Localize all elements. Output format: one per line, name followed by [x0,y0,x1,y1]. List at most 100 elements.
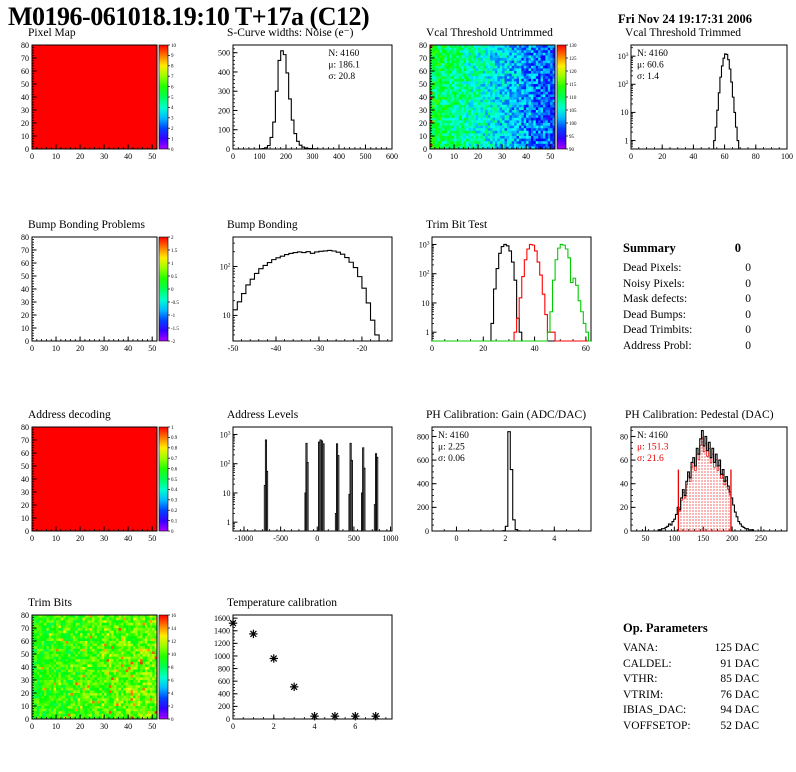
svg-text:300: 300 [218,87,230,96]
svg-text:30: 30 [21,298,29,307]
svg-text:-500: -500 [273,534,288,543]
svg-text:20: 20 [21,311,29,320]
svg-text:20: 20 [419,119,427,128]
svg-text:10: 10 [419,132,427,141]
summary-heading-label: Summary [623,241,676,255]
svg-text:0.3: 0.3 [171,499,178,504]
summary-heading: Summary 0 [623,241,741,256]
svg-text:1: 1 [171,137,174,142]
summary-row: Address Probl: 0 [623,339,751,355]
panel-vcal-untrimmed: Vcal Threshold Untrimmed 0 10 20 30 40 50 0 10 2… [400,27,599,163]
summary-row: Dead Pixels: 0 [623,261,751,277]
svg-text:95: 95 [569,135,575,140]
svg-text:10: 10 [21,324,29,333]
svg-text:102: 102 [220,262,231,271]
svg-text:60: 60 [582,344,590,353]
svg-text:50: 50 [546,152,554,161]
svg-text:40: 40 [124,344,132,353]
panel-title: Address decoding [28,409,111,421]
summary-row: Noisy Pixels: 0 [623,277,751,293]
svg-text:50: 50 [148,534,156,543]
svg-text:0: 0 [171,530,174,535]
op-parameter-row-label: VANA: [623,642,658,654]
svg-text:50: 50 [21,80,29,89]
svg-text:10: 10 [450,152,458,161]
svg-text:100: 100 [254,152,266,161]
svg-text:0.8: 0.8 [171,447,178,452]
svg-text:σ: 21.6: σ: 21.6 [637,454,664,464]
svg-text:200: 200 [280,152,292,161]
svg-text:100: 100 [668,534,680,543]
svg-text:60: 60 [620,456,628,465]
panel-title: Bump Bonding [227,219,298,231]
svg-text:0.7: 0.7 [171,457,178,462]
svg-text:4: 4 [552,534,556,543]
op-parameter-row: VOFFSETOP: 52 DAC [623,719,759,735]
summary-heading-value: 0 [734,241,741,255]
svg-text:40: 40 [124,534,132,543]
svg-text:70: 70 [21,54,29,63]
op-parameter-row-value: 85 DAC [720,673,759,685]
svg-text:100: 100 [569,122,577,127]
svg-text:0: 0 [629,152,633,161]
svg-text:30: 30 [498,152,506,161]
svg-text:0: 0 [30,344,34,353]
svg-text:0: 0 [430,344,434,353]
svg-text:40: 40 [419,93,427,102]
panel-bump-bonding: Bump Bonding -50 -40 -30 -20 10 102 [201,219,400,355]
scurve-noise-chart: 0 100 200 300 400 500 600 0 100 200 300 400 500 N: 41… [218,44,398,161]
address-levels-chart: -1000 -500 0 500 1000 1 10 102 103 [220,426,399,543]
svg-text:50: 50 [148,344,156,353]
svg-text:0.1: 0.1 [171,519,178,524]
svg-text:40: 40 [531,344,539,353]
svg-text:10: 10 [52,344,60,353]
panel-title: Temperature calibration [227,597,337,609]
svg-text:90: 90 [569,148,575,153]
svg-text:10: 10 [223,489,231,498]
svg-text:0.5: 0.5 [171,275,178,280]
panel-vcal-trimmed: Vcal Threshold Trimmed 0 20 40 60 80 100 1 10 10… [599,27,795,163]
svg-text:0: 0 [171,288,174,293]
panel-title: PH Calibration: Pedestal (DAC) [625,409,774,421]
op-parameter-row-value: 94 DAC [720,704,759,716]
summary-row-value: 0 [745,308,751,321]
svg-text:30: 30 [21,488,29,497]
panel-temperature-calibration: Temperature calibration 0 2 4 6 0 200 400 600 80… [201,597,400,733]
svg-text:-1000: -1000 [235,534,254,543]
summary-row-value: 0 [745,277,751,290]
op-parameter-row-label: IBIAS_DAC: [623,704,687,716]
summary-row-label: Mask defects: [623,293,688,305]
svg-text:σ: 20.8: σ: 20.8 [328,72,355,82]
svg-text:80: 80 [21,423,29,432]
summary-rows: Dead Pixels: 0 Noisy Pixels: 0 Mask defects:… [623,261,751,354]
svg-text:0: 0 [624,527,628,536]
svg-text:110: 110 [569,96,577,101]
svg-text:10: 10 [171,44,177,49]
vcal-untrimmed-chart: 0 10 20 30 40 50 0 10 20 30 40 50 60 70 80 90 95 100 105 11… [419,41,577,161]
svg-text:50: 50 [21,272,29,281]
page-title: M0196-061018.19:10 T+17a (C12) [8,2,370,31]
svg-text:0.2: 0.2 [171,509,178,514]
summary-row: Mask defects: 0 [623,292,751,308]
summary-row-value: 0 [745,262,751,274]
svg-text:50: 50 [641,534,649,543]
panel-title: Address Levels [227,409,299,421]
svg-text:60: 60 [721,152,729,161]
summary-row-label: Address Probl: [623,339,692,352]
panel-pixel-map: Pixel Map 0 10 20 30 40 50 0 10 20 30 40 50 60 70 80 0 1… [2,27,201,163]
svg-text:150: 150 [697,534,709,543]
svg-text:-30: -30 [314,344,325,353]
svg-text:μ: 186.1: μ: 186.1 [328,61,360,71]
summary-row-value: 0 [745,339,751,352]
svg-text:N: 4160: N: 4160 [637,49,668,59]
svg-text:2: 2 [171,236,174,241]
svg-text:102: 102 [618,80,629,89]
panel-title: Pixel Map [28,27,76,39]
svg-text:103: 103 [220,430,231,439]
svg-text:600: 600 [386,152,398,161]
panel-address-levels: Address Levels -1000 -500 0 500 1000 1 10 102 10… [201,409,400,545]
svg-text:0: 0 [454,534,458,543]
svg-text:0: 0 [231,152,235,161]
